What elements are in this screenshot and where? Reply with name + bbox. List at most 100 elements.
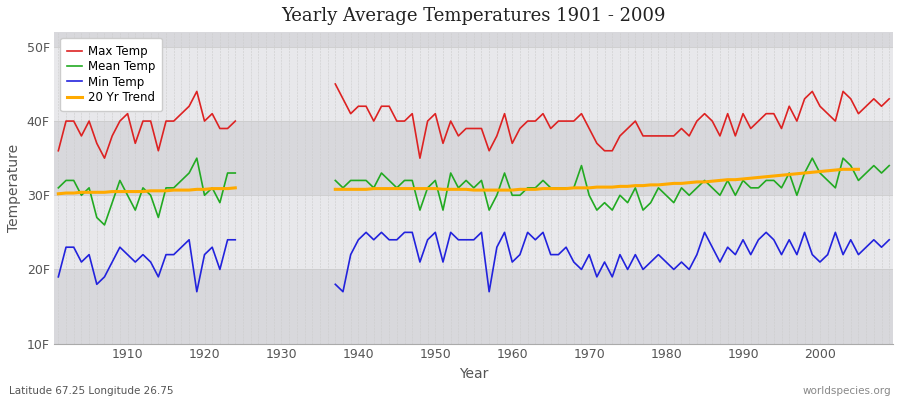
Max Temp	[114, 119, 125, 124]
20 Yr Trend	[160, 188, 171, 193]
Mean Temp	[122, 193, 133, 198]
20 Yr Trend	[184, 188, 194, 192]
Min Temp	[107, 260, 118, 264]
Max Temp	[168, 119, 179, 124]
Max Temp	[145, 119, 156, 124]
Min Temp	[76, 260, 86, 264]
Max Temp	[153, 148, 164, 153]
Max Temp	[53, 148, 64, 153]
Text: worldspecies.org: worldspecies.org	[803, 386, 891, 396]
Mean Temp	[76, 193, 86, 198]
Mean Temp	[199, 193, 210, 198]
20 Yr Trend	[76, 190, 86, 195]
Bar	[55, 121, 893, 195]
20 Yr Trend	[230, 186, 240, 190]
Min Temp	[138, 252, 148, 257]
Mean Temp	[99, 222, 110, 227]
Min Temp	[222, 237, 233, 242]
Mean Temp	[68, 178, 79, 183]
Mean Temp	[60, 178, 71, 183]
Min Temp	[99, 274, 110, 279]
20 Yr Trend	[60, 191, 71, 196]
Mean Temp	[176, 178, 187, 183]
Min Temp	[130, 260, 140, 264]
Min Temp	[60, 245, 71, 250]
Max Temp	[214, 126, 225, 131]
Min Temp	[214, 267, 225, 272]
20 Yr Trend	[214, 186, 225, 191]
Mean Temp	[207, 186, 218, 190]
Min Temp	[68, 245, 79, 250]
20 Yr Trend	[138, 189, 148, 194]
Min Temp	[184, 237, 194, 242]
Mean Temp	[222, 171, 233, 176]
Min Temp	[122, 252, 133, 257]
20 Yr Trend	[130, 189, 140, 194]
Bar	[55, 0, 893, 47]
Min Temp	[92, 282, 103, 287]
Mean Temp	[184, 171, 194, 176]
Max Temp	[84, 119, 94, 124]
Min Temp	[160, 252, 171, 257]
Max Temp	[60, 119, 71, 124]
Mean Temp	[130, 208, 140, 212]
Max Temp	[184, 104, 194, 109]
Max Temp	[99, 156, 110, 160]
Min Temp	[168, 252, 179, 257]
Min Temp	[230, 237, 240, 242]
20 Yr Trend	[107, 189, 118, 194]
20 Yr Trend	[99, 190, 110, 195]
Mean Temp	[168, 186, 179, 190]
Text: Latitude 67.25 Longitude 26.75: Latitude 67.25 Longitude 26.75	[9, 386, 174, 396]
Mean Temp	[107, 200, 118, 205]
Min Temp	[176, 245, 187, 250]
Max Temp	[222, 126, 233, 131]
Mean Temp	[214, 200, 225, 205]
Line: 20 Yr Trend: 20 Yr Trend	[58, 188, 235, 194]
X-axis label: Year: Year	[459, 367, 489, 381]
20 Yr Trend	[153, 188, 164, 193]
Line: Max Temp: Max Temp	[58, 92, 235, 158]
Max Temp	[122, 111, 133, 116]
Mean Temp	[153, 215, 164, 220]
Legend: Max Temp, Mean Temp, Min Temp, 20 Yr Trend: Max Temp, Mean Temp, Min Temp, 20 Yr Tre…	[60, 38, 162, 111]
20 Yr Trend	[192, 187, 202, 192]
20 Yr Trend	[68, 191, 79, 196]
Max Temp	[130, 141, 140, 146]
Mean Temp	[230, 171, 240, 176]
20 Yr Trend	[222, 186, 233, 191]
Min Temp	[153, 274, 164, 279]
Mean Temp	[138, 186, 148, 190]
Mean Temp	[92, 215, 103, 220]
20 Yr Trend	[145, 188, 156, 193]
Max Temp	[207, 111, 218, 116]
Max Temp	[176, 111, 187, 116]
Line: Min Temp: Min Temp	[58, 240, 235, 292]
Min Temp	[192, 289, 202, 294]
Max Temp	[92, 141, 103, 146]
20 Yr Trend	[114, 189, 125, 194]
20 Yr Trend	[122, 189, 133, 194]
20 Yr Trend	[92, 190, 103, 195]
20 Yr Trend	[53, 191, 64, 196]
Max Temp	[199, 119, 210, 124]
Title: Yearly Average Temperatures 1901 - 2009: Yearly Average Temperatures 1901 - 2009	[282, 7, 666, 25]
20 Yr Trend	[199, 187, 210, 192]
20 Yr Trend	[168, 188, 179, 192]
Line: Mean Temp: Mean Temp	[58, 158, 235, 225]
Min Temp	[145, 260, 156, 264]
Y-axis label: Temperature: Temperature	[7, 144, 21, 232]
Mean Temp	[192, 156, 202, 160]
Max Temp	[160, 119, 171, 124]
Min Temp	[207, 245, 218, 250]
Max Temp	[138, 119, 148, 124]
Min Temp	[199, 252, 210, 257]
Max Temp	[107, 134, 118, 138]
Mean Temp	[53, 186, 64, 190]
Mean Temp	[160, 186, 171, 190]
Max Temp	[68, 119, 79, 124]
Max Temp	[76, 134, 86, 138]
Mean Temp	[84, 186, 94, 190]
Mean Temp	[145, 193, 156, 198]
20 Yr Trend	[176, 188, 187, 192]
